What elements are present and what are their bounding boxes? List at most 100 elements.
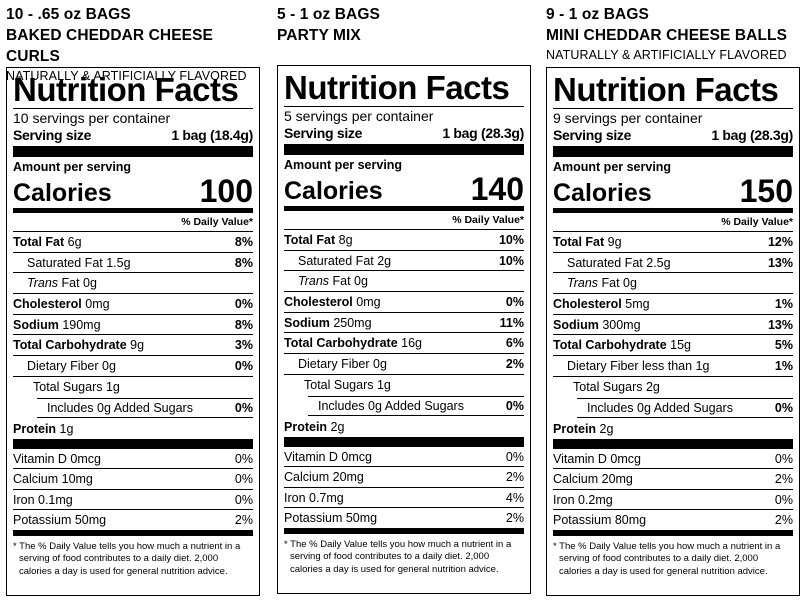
nutrient-row-total-fat: Total Fat 6g 8%: [13, 232, 253, 253]
serving-size-label: Serving size: [284, 125, 363, 141]
serving-size-value: 1 bag (18.4g): [171, 127, 253, 143]
nutrient-amount: 0mg: [85, 296, 110, 311]
flavor-note: NATURALLY & ARTIFICIALLY FLAVORED: [6, 69, 247, 83]
product-quantity: 10 - .65 oz BAGS: [6, 6, 131, 23]
daily-value-percent: 12%: [767, 234, 793, 249]
medium-divider: [13, 208, 253, 213]
nutrient-row-total-fat: Total Fat 9g 12%: [553, 232, 793, 253]
serving-size-value: 1 bag (28.3g): [711, 127, 793, 143]
daily-value-percent: 0%: [505, 294, 524, 309]
daily-value-footnote: * The % Daily Value tells you how much a…: [284, 538, 512, 575]
nutrient-amount: Fat 0g: [61, 276, 97, 291]
nutrient-amount: 9g: [607, 234, 622, 249]
divider: [284, 106, 524, 107]
nutrient-label: Cholesterol: [553, 296, 622, 311]
medium-divider: [284, 206, 524, 211]
nutrient-label: Total Carbohydrate: [284, 336, 398, 351]
nutrient-label: Total Carbohydrate: [13, 338, 127, 353]
nutrient-row-protein: Protein 2g: [553, 418, 793, 439]
nutrient-text: Total Sugars 1g: [33, 380, 120, 395]
daily-value-percent: 0%: [505, 398, 524, 413]
daily-value-percent: 0%: [774, 492, 793, 507]
thick-divider: [284, 144, 524, 155]
nutrient-label: Total Fat: [284, 232, 336, 247]
nutrient-text: Iron 0.1mg: [13, 492, 73, 507]
serving-size-label: Serving size: [553, 127, 632, 143]
nutrient-amount: 5mg: [625, 296, 650, 311]
daily-value-percent: 8%: [234, 317, 253, 332]
amount-per-serving: Amount per serving: [284, 158, 403, 172]
nutrient-row-cholesterol: Cholesterol 5mg 1%: [553, 294, 793, 315]
nutrient-text: Total Sugars 2g: [573, 380, 660, 395]
nutrient-amount: 8g: [338, 232, 353, 247]
nutrient-amount: 2g: [377, 253, 392, 268]
daily-value-percent: 0%: [234, 358, 253, 373]
nutrient-row-total-sugars: Total Sugars 1g: [13, 377, 253, 398]
daily-value-percent: 10%: [498, 253, 524, 268]
daily-value-percent: 13%: [767, 255, 793, 270]
product-column: 9 - 1 oz BAGS MINI CHEDDAR CHEESE BALLS …: [546, 0, 800, 600]
nutrient-text: Vitamin D 0mcg: [13, 451, 101, 466]
daily-value-percent: 0%: [234, 451, 253, 466]
nutrient-label: Sodium: [284, 315, 330, 330]
nutrient-row-dietary-fiber: Dietary Fiber 0g 0%: [13, 356, 253, 377]
servings-per-container: 5 servings per container: [284, 108, 434, 124]
daily-value-percent: 2%: [774, 472, 793, 487]
nutrient-amount: 6g: [67, 234, 82, 249]
nutrient-row-total-carbohydrate: Total Carbohydrate 16g 6%: [284, 333, 524, 355]
nutrient-amount: 190mg: [62, 317, 101, 332]
daily-value-percent: 0%: [774, 451, 793, 466]
nutrient-row-sodium: Sodium 250mg 11%: [284, 313, 524, 334]
calories-row: Calories 140: [284, 172, 524, 206]
calories-label: Calories: [13, 179, 112, 207]
daily-value-percent: 2%: [234, 513, 253, 528]
daily-value-percent: 1%: [774, 296, 793, 311]
nutrient-amount: 2g: [330, 419, 345, 434]
nutrient-row-trans-fat: Trans Fat 0g: [284, 271, 524, 293]
nutrition-facts-panel: Nutrition Facts 5 servings per container…: [277, 65, 531, 594]
nutrient-row-dietary-fiber: Dietary Fiber less than 1g 1%: [553, 356, 793, 377]
nutrient-label: Cholesterol: [284, 294, 353, 309]
daily-value-footnote: * The % Daily Value tells you how much a…: [13, 540, 241, 577]
medium-divider: [553, 208, 793, 213]
nutrient-label: Protein: [13, 421, 57, 436]
nutrient-row-potassium: Potassium 50mg 2%: [13, 510, 253, 531]
nutrient-label: Sodium: [553, 317, 599, 332]
serving-size-row: Serving size 1 bag (18.4g): [13, 127, 253, 144]
calories-value: 100: [199, 173, 253, 209]
calories-row: Calories 150: [553, 174, 793, 208]
serving-size-value: 1 bag (28.3g): [442, 125, 524, 141]
daily-value-percent: 0%: [774, 400, 793, 415]
product-name: PARTY MIX: [277, 27, 361, 44]
nutrient-amount: 300mg: [602, 317, 641, 332]
nutrient-row-sodium: Sodium 300mg 13%: [553, 315, 793, 336]
nutrient-label: Saturated Fat: [567, 255, 643, 270]
nutrient-text: Dietary Fiber less than 1g: [567, 358, 710, 373]
product-name: BAKED CHEDDAR CHEESE CURLS: [6, 27, 213, 65]
daily-value-percent: 3%: [234, 338, 253, 353]
nutrient-row-trans-fat: Trans Fat 0g: [13, 273, 253, 295]
nutrient-amount: 2.5g: [646, 255, 671, 270]
nutrient-row-protein: Protein 1g: [13, 418, 253, 439]
daily-value-percent: 10%: [498, 232, 524, 247]
thick-divider: [553, 146, 793, 157]
nutrient-row-iron: Iron 0.7mg 4%: [284, 488, 524, 509]
nutrient-row-calcium: Calcium 20mg 2%: [553, 469, 793, 490]
nutrient-text: Includes 0g Added Sugars: [318, 398, 464, 413]
nutrient-row-saturated-fat: Saturated Fat 2.5g 13%: [553, 253, 793, 274]
nutrient-row-potassium: Potassium 80mg 2%: [553, 510, 793, 531]
nutrient-amount: Fat 0g: [332, 274, 368, 289]
nutrient-text: Iron 0.7mg: [284, 490, 344, 505]
nutrition-facts-panel: Nutrition Facts 10 servings per containe…: [6, 67, 260, 596]
daily-value-header: % Daily Value*: [553, 213, 793, 232]
medium-divider: [553, 530, 793, 536]
daily-value-footnote: * The % Daily Value tells you how much a…: [553, 540, 781, 577]
daily-value-percent: 2%: [505, 470, 524, 485]
thick-divider: [284, 436, 524, 447]
nutrient-row-trans-fat: Trans Fat 0g: [553, 273, 793, 295]
servings-per-container: 9 servings per container: [553, 110, 703, 126]
nutrient-amount: 9g: [130, 338, 145, 353]
nutrient-row-added-sugars: Includes 0g Added Sugars 0%: [577, 397, 793, 419]
daily-value-percent: 0%: [505, 449, 524, 464]
daily-value-percent: 0%: [234, 472, 253, 487]
